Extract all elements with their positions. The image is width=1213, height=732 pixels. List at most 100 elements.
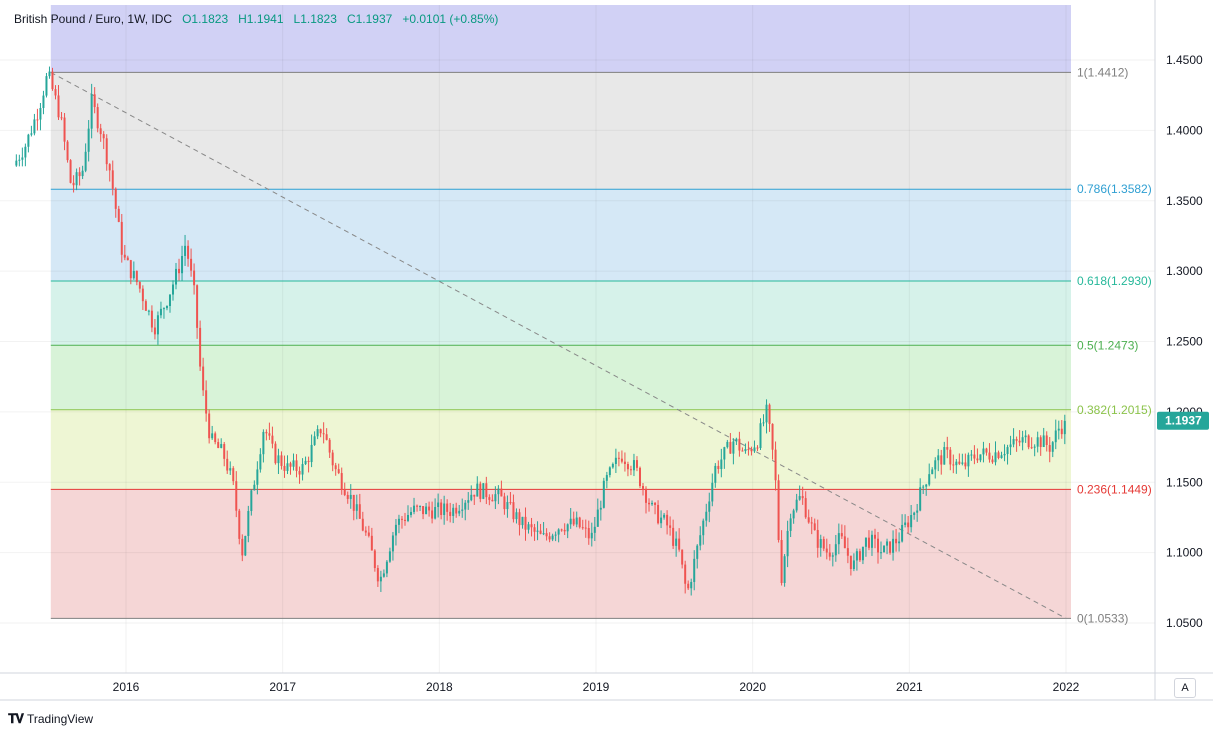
candle-body [21,157,24,160]
candle-body [795,499,798,511]
candle-body [527,524,530,530]
candle-body [638,467,641,487]
candle-body [687,583,690,589]
candle-body [551,535,554,540]
candle-body [286,463,289,471]
candle-body [102,134,105,139]
candle-body [825,548,828,553]
candle-body [988,452,991,460]
candle-body [584,527,587,529]
candle-body [437,502,440,508]
candle-body [123,254,126,258]
candle-body [512,502,515,520]
candle-body [907,522,910,528]
candle-body [367,532,370,536]
candle-body [413,505,416,512]
candle-body [834,544,837,556]
candle-body [1000,455,1003,459]
candle-body [431,510,434,519]
candle-body [370,535,373,551]
fib-zone [50,409,1072,490]
time-axis: 2016 2017 2018 2019 2020 2021 2022 [113,680,1080,694]
candle-body [1030,447,1033,449]
candle-body [241,538,244,556]
candle-body [57,95,60,118]
candle-body [590,532,593,539]
candle-body [901,524,904,542]
candle-body [407,515,409,521]
candle-body [120,221,123,255]
fib-zone [50,72,1072,190]
candle-body [455,507,458,514]
candle-body [280,455,283,466]
candle-body [361,518,364,531]
fib-level-label: 0.382(1.2015) [1077,403,1152,417]
candle-body [147,310,150,312]
candle-body [376,568,379,582]
candle-body [397,518,400,525]
candle-body [729,441,732,454]
auto-scale-button[interactable]: A [1174,678,1196,698]
fib-zone [50,489,1072,619]
candle-body [898,541,901,544]
legend-change: +0.0101 (+0.85%) [402,12,499,26]
candle-body [964,462,967,467]
legend: British Pound / Euro, 1W, IDC O1.1823 H1… [14,12,498,26]
candle-body [461,509,464,511]
candle-body [735,438,738,442]
candle-body [1042,435,1045,448]
candle-body [72,182,75,186]
candle-body [1033,446,1036,448]
candle-body [340,473,343,490]
fib-level-label: 0.236(1.1449) [1077,482,1152,496]
candle-body [563,529,566,532]
fib-levels [50,71,1071,619]
candle-body [985,448,988,453]
candle-body [391,535,394,552]
candle-body [840,533,843,537]
candle-body [578,517,581,528]
candle-body [150,310,153,328]
price-tick-label: 1.2500 [1166,335,1203,349]
candle-body [488,497,491,500]
candle-body [42,95,45,108]
candle-body [873,534,876,539]
candle-body [696,545,699,559]
price-tick-label: 1.3000 [1166,264,1203,278]
candle-body [229,468,232,471]
candle-body [497,488,500,495]
candle-body [132,270,135,279]
candle-body [30,133,33,135]
candle-body [753,447,756,452]
candle-body [620,458,623,462]
candle-body [1027,435,1030,448]
legend-high: H1.1941 [238,12,284,26]
candle-body [337,469,340,474]
candle-body [720,459,723,470]
candle-body [343,489,346,495]
candle-body [1054,430,1057,443]
candle-body [943,447,946,465]
candle-body [708,501,711,512]
candle-body [141,288,144,302]
tradingview-brand[interactable]: 𝐓𝐕 TradingView [8,711,93,727]
candle-body [63,117,66,142]
candle-body [970,454,973,456]
candle-body [250,490,253,512]
candle-body [202,366,205,391]
candle-body [961,462,964,464]
candle-body [654,502,657,505]
candle-body [307,460,310,463]
candle-body [27,134,30,147]
candle-body [714,465,717,483]
candle-body [117,208,120,222]
candle-body [515,512,518,520]
candle-body [187,245,190,259]
candle-body [877,538,879,553]
candle-body [605,475,608,481]
candle-body [892,538,895,553]
legend-low: L1.1823 [293,12,337,26]
candle-body [1003,453,1006,456]
candle-body [596,509,599,527]
